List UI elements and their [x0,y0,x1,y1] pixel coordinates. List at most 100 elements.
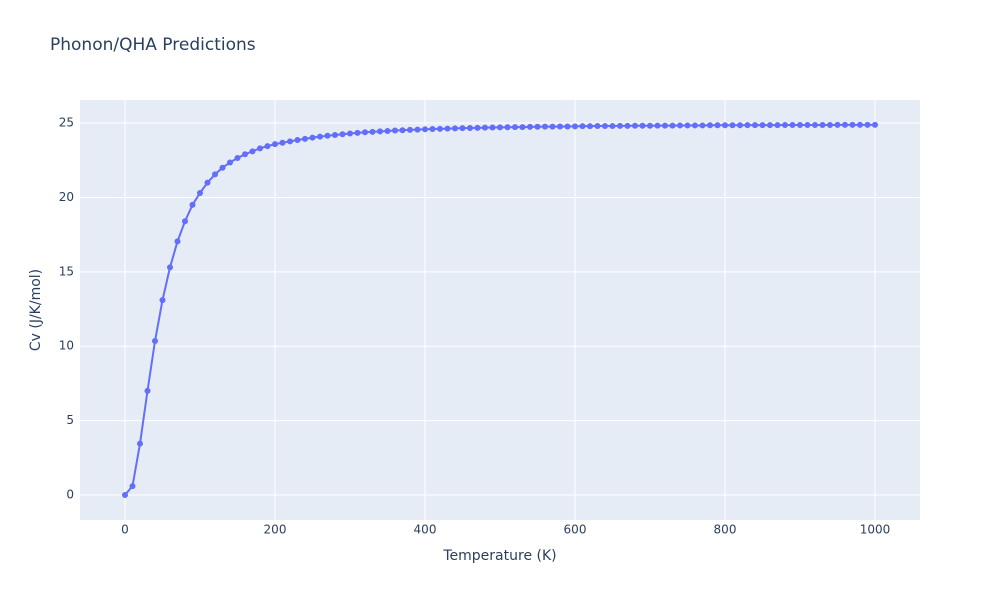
data-point [159,297,166,304]
x-tick-label: 600 [564,523,587,537]
data-point [444,125,451,132]
data-point [804,121,811,128]
data-point [429,126,436,133]
data-point [497,124,503,131]
data-point [587,123,593,130]
data-point [414,126,421,133]
plot-area [80,100,920,520]
y-tick-label: 20 [59,190,74,204]
data-point [189,201,196,208]
data-point [864,121,871,128]
data-point [572,123,578,130]
data-point [774,122,781,129]
data-point [272,141,278,148]
data-point [489,124,496,131]
data-point [797,121,803,128]
data-point [527,123,533,130]
data-point [744,122,751,129]
data-point [137,440,143,447]
data-point [219,164,226,171]
data-point [579,123,586,130]
data-point [377,128,383,135]
data-point [504,124,511,131]
data-point [242,151,248,158]
data-point [692,122,698,129]
data-point [849,121,856,128]
data-point [729,122,736,129]
data-point [467,124,473,131]
x-axis-label: Temperature (K) [442,548,556,564]
data-point [669,122,676,129]
data-point [647,122,653,129]
data-point [617,122,623,129]
data-point [279,139,286,146]
data-point [714,122,721,129]
data-point [167,264,173,271]
data-point [557,123,563,130]
data-point [182,218,188,225]
data-point [422,126,428,133]
y-tick-label: 25 [59,116,74,130]
data-point [609,123,616,130]
data-point [197,189,203,196]
data-point [122,492,128,499]
x-tick-label: 0 [121,523,129,537]
data-point [264,143,271,150]
data-point [639,122,646,129]
data-point [399,127,406,134]
data-point [309,134,316,141]
data-point [174,238,181,245]
data-point [339,131,346,138]
data-point [677,122,683,129]
data-point [482,124,488,131]
data-point [812,121,818,128]
data-point [459,125,466,132]
data-point [534,123,541,130]
data-point [452,125,458,132]
data-point [834,121,841,128]
data-point [204,179,211,186]
data-point [257,145,263,152]
data-point [362,129,368,136]
data-point [474,124,481,131]
data-point [564,123,571,130]
data-point [302,135,308,142]
data-point [384,127,391,134]
data-point [407,126,413,133]
data-point [842,121,848,128]
data-point [354,129,361,136]
x-tick-label: 400 [414,523,437,537]
x-tick-label: 1000 [860,523,891,537]
data-point [227,159,233,166]
data-point [624,122,631,129]
x-tick-label: 800 [714,523,737,537]
data-point [699,122,706,129]
data-point [287,138,293,145]
data-point [857,121,863,128]
data-point [662,122,668,129]
data-point [249,148,256,155]
y-tick-label: 5 [66,413,74,427]
data-point [767,122,773,129]
data-point [819,121,826,128]
data-point [317,133,323,140]
data-point [737,122,743,129]
data-point [684,122,691,129]
data-point [872,121,878,128]
data-point [294,137,301,144]
data-point [212,171,218,178]
data-point [549,123,556,130]
data-point [392,127,398,134]
data-point [324,132,331,139]
data-point [602,123,608,130]
data-point [752,122,758,129]
data-point [707,122,713,129]
chart-title: Phonon/QHA Predictions [50,35,256,55]
data-point [369,128,376,135]
y-tick-label: 10 [59,339,74,353]
data-point [234,155,241,162]
data-point [782,121,788,128]
y-axis-label: Cv (J/K/mol) [28,269,44,351]
data-point [722,122,728,129]
